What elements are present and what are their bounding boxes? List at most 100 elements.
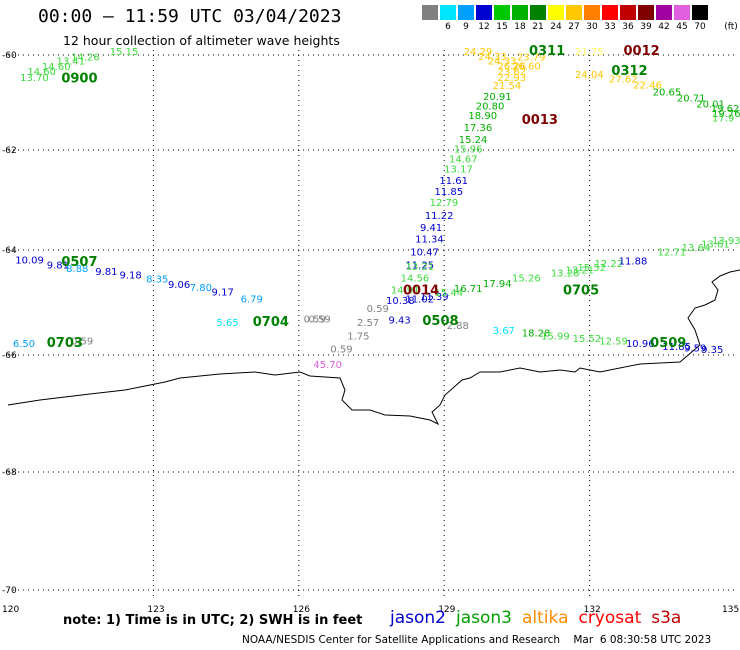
- pass-time-label: 0012: [624, 44, 660, 59]
- wave-height-value: 13.17: [444, 165, 473, 176]
- latitude-label: -70: [2, 586, 17, 596]
- wave-height-value: 14.26: [71, 53, 100, 64]
- page-subtitle: 12 hour collection of altimeter wave hei…: [63, 33, 340, 48]
- pass-time-label: 0705: [563, 284, 599, 299]
- wave-height-value: 11.22: [425, 211, 454, 222]
- wave-height-value: 10.96: [626, 339, 655, 350]
- satellite-legend: jason2 jason3 altika cryosat s3a: [390, 608, 691, 628]
- wave-height-value: 13.70: [20, 73, 49, 84]
- color-scale-label: 33: [604, 22, 616, 32]
- color-scale-swatch: [620, 5, 637, 20]
- color-scale-swatch: [494, 5, 511, 20]
- wave-height-value: 17.9: [712, 114, 734, 125]
- color-scale-label: 15: [496, 22, 508, 32]
- wave-height-value: 11.25: [405, 260, 434, 271]
- longitude-label: 129: [438, 605, 455, 615]
- wave-height-value: 9.43: [388, 316, 410, 327]
- wave-height-value: 9.59: [684, 343, 706, 354]
- wave-height-value: 13.61: [701, 240, 730, 251]
- wave-height-value: 9.35: [701, 345, 723, 356]
- footnote: note: 1) Time is in UTC; 2) SWH is in fe…: [63, 613, 363, 628]
- wave-height-value: 27.62: [609, 75, 638, 86]
- color-scale-label: 45: [676, 22, 688, 32]
- wave-height-value: 14.67: [449, 155, 478, 166]
- longitude-label: 132: [584, 605, 601, 615]
- wave-height-value: 16.71: [454, 284, 483, 295]
- color-scale-swatch: [440, 5, 457, 20]
- wave-height-value: 0.59: [308, 314, 330, 325]
- wave-height-value: 11.61: [439, 176, 468, 187]
- color-scale-swatch: [566, 5, 583, 20]
- wave-height-value: 5.65: [216, 318, 238, 329]
- wave-height-value: 23.62: [498, 67, 527, 78]
- wave-height-value: 15.96: [454, 145, 483, 156]
- wave-height-value: 13.21: [565, 266, 594, 277]
- antarctic-coastline: [7, 269, 740, 426]
- pass-time-label: 0013: [522, 113, 558, 128]
- wave-height-value: 11.85: [435, 187, 464, 198]
- color-scale-label: 36: [622, 22, 634, 32]
- wave-height-value: 13.28: [551, 268, 580, 279]
- wave-height-value: 9.81: [95, 267, 117, 278]
- longitude-label: 120: [2, 605, 19, 615]
- wave-height-value: 18.90: [468, 111, 497, 122]
- color-scale-swatch: [602, 5, 619, 20]
- color-scale-swatch: [584, 5, 601, 20]
- color-scale-label: 30: [586, 22, 598, 32]
- wave-height-value: 24.33: [488, 57, 517, 68]
- wave-height-value: 11.39: [420, 292, 449, 303]
- wave-height-value: 15.52: [577, 263, 606, 274]
- wave-height-value: 12.59: [599, 337, 628, 348]
- wave-height-value: 9.17: [212, 288, 234, 299]
- latitude-label: -60: [2, 51, 17, 61]
- color-scale-swatch: [512, 5, 529, 20]
- wave-height-value: 11.34: [415, 235, 444, 246]
- longitude-label: 135: [722, 605, 739, 615]
- latitude-label: -64: [2, 246, 17, 256]
- wave-height-value: 9.18: [119, 270, 141, 281]
- wave-height-value: 23.79: [517, 53, 546, 64]
- wave-height-value: 15.26: [512, 274, 541, 285]
- longitude-label: 126: [293, 605, 310, 615]
- wave-height-value: 10.38: [386, 296, 415, 307]
- color-scale-label: 12: [478, 22, 490, 32]
- wave-height-value: 15.52: [573, 334, 602, 345]
- wave-height-value: 22.93: [498, 73, 527, 84]
- color-scale-label: 42: [658, 22, 670, 32]
- wave-height-value: 14.56: [401, 274, 430, 285]
- wave-height-value: 45.70: [313, 360, 342, 371]
- color-scale-swatch: [476, 5, 493, 20]
- color-scale-swatch: [638, 5, 655, 20]
- color-scale-label: 39: [640, 22, 652, 32]
- wave-height-value: 10.09: [15, 256, 44, 267]
- wave-height-value: 12.71: [657, 247, 686, 258]
- satellite-legend-item: jason3: [456, 608, 512, 628]
- color-scale-swatch: [674, 5, 691, 20]
- color-scale-swatch: [530, 5, 547, 20]
- wave-height-value: 1.75: [347, 331, 369, 342]
- wave-height-value: 14.60: [27, 67, 56, 78]
- wave-height-value: 2.57: [357, 318, 379, 329]
- longitude-label: 123: [147, 605, 164, 615]
- wave-height-value: 22.46: [633, 80, 662, 91]
- color-scale-labels: 6 9 12 15 18 21 24 27 30 33 36 39 42 45 70 (ft): [422, 22, 740, 36]
- satellite-legend-item: altika: [522, 608, 569, 628]
- wave-height-value: 11.88: [619, 257, 648, 268]
- wave-height-value: 19.76: [712, 109, 740, 120]
- color-scale-unit: (ft): [724, 22, 738, 32]
- wave-height-value: 18.28: [522, 329, 551, 340]
- wave-height-value: 15.15: [110, 47, 139, 58]
- wave-height-value: 20.71: [677, 94, 706, 105]
- color-scale-label: 24: [550, 22, 562, 32]
- wave-height-value: 7.80: [190, 283, 212, 294]
- pass-time-label: 0509: [650, 336, 686, 351]
- wave-height-value: 0.59: [304, 314, 326, 325]
- satellite-legend-item: jason2: [390, 608, 446, 628]
- wave-height-value: 26.26: [498, 61, 527, 72]
- wave-height-value: 8.35: [146, 275, 168, 286]
- color-scale-label: 21: [532, 22, 544, 32]
- wave-height-value: 13.64: [682, 243, 711, 254]
- wave-height-value: 24.29: [464, 47, 493, 58]
- wave-height-value: 2.88: [447, 321, 469, 332]
